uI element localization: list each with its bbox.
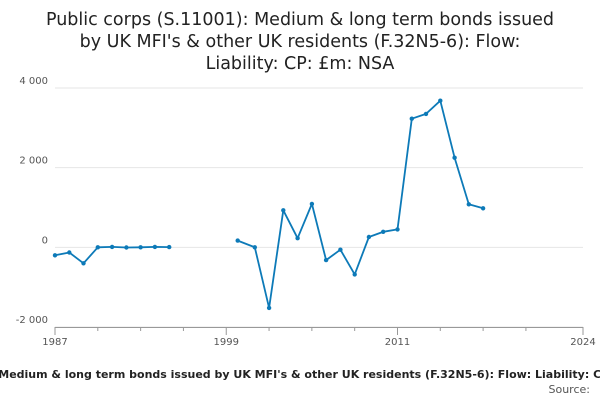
data-point — [409, 116, 414, 121]
data-points — [52, 98, 486, 311]
data-point — [152, 244, 158, 250]
series-line-segment — [54, 246, 170, 265]
x-tick-label: 1987 — [42, 337, 67, 348]
series-line-segment — [237, 99, 484, 309]
source-label: Source: — [549, 383, 591, 396]
data-point — [67, 250, 72, 255]
footer-series-title: (S.11001): Medium & long term bonds issu… — [0, 368, 600, 381]
data-point — [438, 98, 443, 103]
data-point — [480, 206, 486, 211]
data-point — [109, 244, 115, 250]
gridlines — [55, 87, 583, 328]
data-point — [52, 253, 58, 258]
y-tick-label: 2 000 — [19, 156, 48, 167]
data-point — [323, 257, 329, 263]
y-tick-label: 0 — [42, 235, 48, 246]
data-point — [352, 272, 357, 277]
x-tick-label: 2011 — [385, 337, 410, 348]
x-tick-label: 2024 — [570, 337, 595, 348]
y-tick-label: 4 000 — [19, 76, 48, 87]
data-point — [466, 202, 471, 207]
chart-title-line-2: by UK MFI's & other UK residents (F.32N5… — [80, 32, 521, 52]
data-point — [395, 227, 400, 232]
data-point — [252, 245, 257, 250]
chart-title: Public corps (S.11001): Medium & long te… — [46, 10, 554, 74]
data-point — [124, 245, 129, 250]
data-point — [295, 236, 300, 241]
data-point — [338, 247, 343, 252]
chart-title-line-3: Liability: CP: £m: NSA — [206, 54, 395, 74]
x-axis: 1987 1999 2011 2024 — [42, 327, 596, 348]
x-tick-label: 1999 — [214, 337, 239, 348]
series-lines — [54, 99, 484, 309]
data-point — [81, 261, 86, 266]
data-point — [167, 244, 172, 250]
data-point — [309, 201, 315, 207]
data-point — [281, 208, 286, 213]
data-point — [366, 234, 372, 240]
data-point — [423, 111, 429, 117]
data-point — [138, 245, 143, 250]
data-point — [452, 155, 457, 160]
data-point — [95, 245, 101, 250]
data-point — [235, 238, 240, 243]
data-point — [266, 305, 272, 311]
data-point — [381, 229, 386, 234]
y-tick-label: -2 000 — [16, 315, 48, 326]
chart-title-line-1: Public corps (S.11001): Medium & long te… — [46, 10, 554, 30]
y-axis-ticks: -2 000 0 2 000 4 000 — [16, 76, 48, 326]
